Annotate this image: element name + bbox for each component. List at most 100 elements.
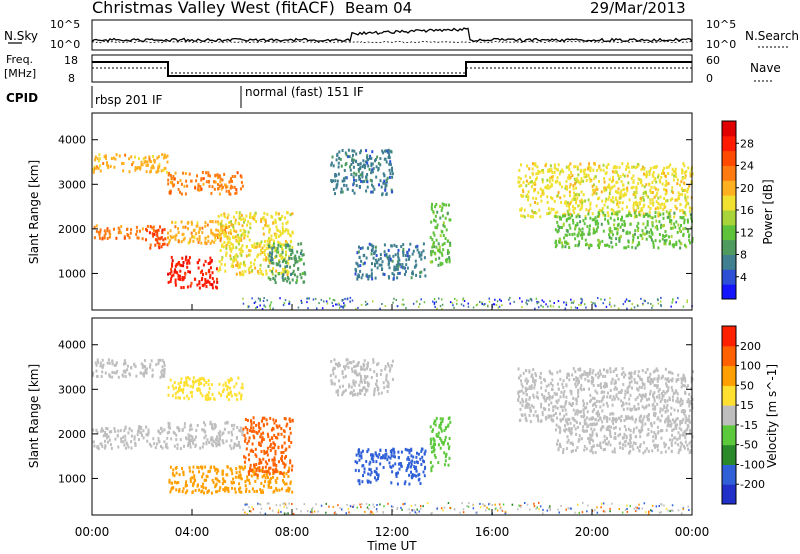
scatter-cell (583, 172, 586, 175)
scatter-cell (443, 242, 446, 245)
scatter-cell (566, 229, 569, 233)
scatter-cell (228, 237, 231, 241)
scatter-cell (362, 364, 365, 368)
scatter-cell (239, 229, 242, 233)
scatter-cell (553, 170, 556, 174)
scatter-cell (609, 216, 612, 220)
scatter-cell (606, 369, 609, 373)
scatter-cell (621, 215, 623, 219)
scatter-cell (217, 175, 220, 179)
scatter-cell (209, 420, 212, 424)
scatter-cell (383, 253, 386, 257)
scatter-cell (240, 237, 243, 241)
scatter-cell (250, 420, 253, 424)
scatter-cell (342, 390, 345, 394)
scatter-cell (602, 403, 605, 407)
scatter-cell (386, 458, 389, 462)
scatter-cell (218, 235, 221, 239)
scatter-cell (235, 467, 238, 471)
scatter-cell (654, 225, 657, 229)
scatter-cell (630, 380, 633, 384)
scatter-cell (619, 196, 622, 200)
scatter-cell (636, 224, 639, 228)
scatter-cell (613, 184, 616, 188)
scatter-cell (557, 163, 560, 167)
scatter-cell (181, 467, 183, 470)
scatter-cell (371, 150, 374, 154)
scatter-cell (569, 216, 572, 220)
scatter-cell (207, 173, 210, 177)
scatter-cell (547, 395, 550, 399)
scatter-cell (108, 438, 111, 442)
scatter-cell (643, 415, 646, 419)
scatter-cell (290, 239, 292, 243)
scatter-cell (362, 163, 365, 167)
noise-cell (449, 301, 452, 304)
scatter-cell (414, 245, 417, 249)
scatter-cell (242, 228, 245, 232)
noise-cell (604, 298, 606, 301)
scatter-cell (268, 466, 271, 470)
scatter-cell (666, 403, 669, 407)
noise-cell (306, 297, 308, 300)
scatter-cell (643, 203, 646, 207)
scatter-cell (389, 257, 392, 261)
scatter-cell (606, 205, 609, 209)
scatter-cell (545, 417, 548, 421)
scatter-cell (365, 178, 368, 181)
scatter-cell (188, 172, 191, 176)
scatter-cell (526, 164, 529, 168)
scatter-cell (623, 246, 626, 250)
scatter-cell (398, 467, 401, 471)
scatter-cell (371, 262, 373, 266)
scatter-cell (580, 414, 583, 418)
scatter-cell (381, 149, 384, 153)
scatter-cell (612, 175, 614, 179)
scatter-cell (592, 231, 595, 235)
scatter-cell (260, 248, 262, 252)
scatter-cell (436, 210, 439, 214)
scatter-cell (343, 179, 346, 183)
scatter-cell (645, 175, 648, 179)
scatter-cell (176, 390, 179, 394)
scatter-cell (415, 263, 418, 267)
scatter-cell (172, 430, 175, 434)
noise-cell (366, 302, 369, 305)
scatter-cell (568, 205, 571, 209)
scatter-cell (268, 228, 271, 232)
scatter-cell (253, 436, 256, 440)
scatter-cell (391, 190, 394, 194)
scatter-cell (688, 233, 691, 237)
scatter-cell (134, 444, 137, 447)
scatter-cell (620, 414, 623, 418)
scatter-cell (394, 462, 397, 466)
scatter-cell (284, 257, 287, 261)
noise-cell (651, 306, 653, 309)
scatter-cell (190, 179, 193, 183)
scatter-cell (678, 436, 681, 440)
scatter-cell (381, 193, 384, 197)
scatter-cell (120, 440, 123, 444)
scatter-cell (673, 222, 676, 226)
scatter-cell (589, 400, 592, 403)
scatter-cell (574, 370, 577, 374)
scatter-cell (124, 153, 127, 157)
scatter-cell (252, 470, 254, 474)
scatter-cell (216, 280, 219, 284)
scatter-cell (550, 168, 553, 172)
scatter-cell (445, 228, 448, 232)
noise-cell (547, 305, 549, 308)
scatter-cell (334, 174, 337, 178)
scatter-cell (353, 369, 356, 373)
scatter-cell (377, 362, 380, 366)
scatter-cell (437, 434, 440, 438)
scatter-cell (566, 376, 568, 380)
scatter-cell (360, 380, 363, 384)
scatter-cell (169, 280, 172, 284)
scatter-cell (664, 391, 667, 395)
scatter-cell (664, 205, 667, 209)
scatter-cell (232, 227, 235, 231)
scatter-cell (338, 150, 341, 154)
scatter-cell (284, 463, 287, 467)
scatter-cell (234, 490, 237, 494)
